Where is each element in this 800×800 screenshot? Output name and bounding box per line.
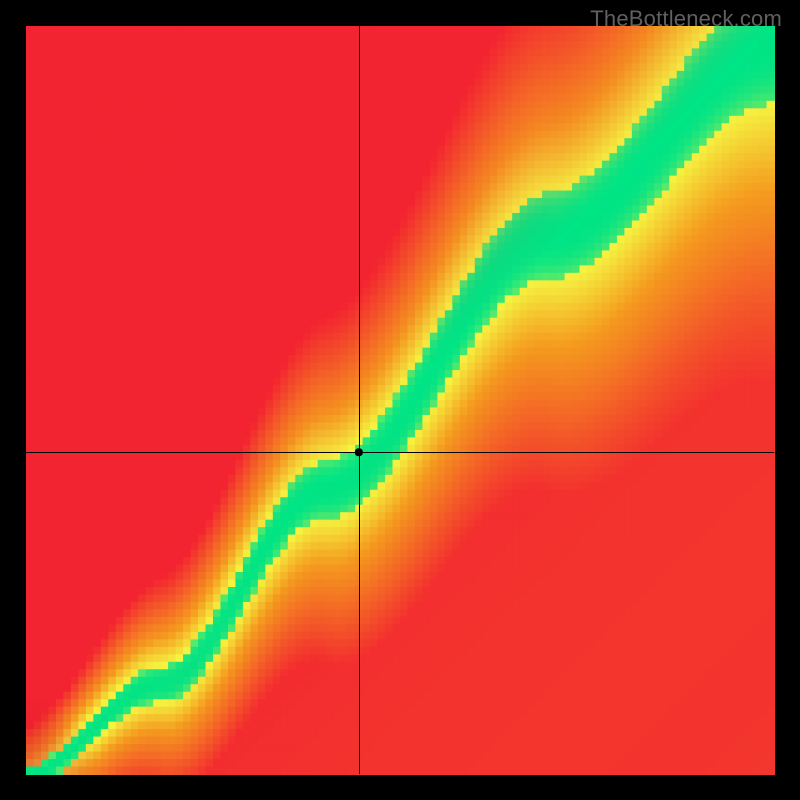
chart-container: TheBottleneck.com bbox=[0, 0, 800, 800]
bottleneck-heatmap-canvas bbox=[0, 0, 800, 800]
watermark-label: TheBottleneck.com bbox=[590, 6, 782, 32]
